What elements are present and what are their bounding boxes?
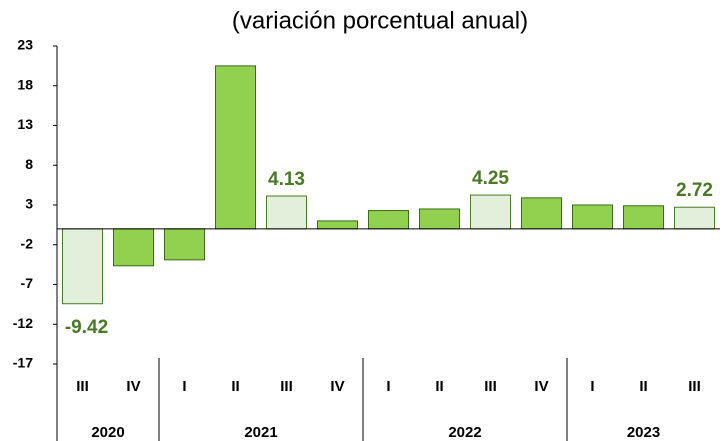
x-tick-label: IV (126, 378, 140, 395)
x-tick-label: II (435, 378, 443, 395)
bar (470, 194, 511, 230)
x-tick-label: IV (534, 378, 548, 395)
y-tick-label: 23 (17, 37, 33, 53)
bar (419, 208, 460, 230)
year-label: 2020 (91, 424, 124, 441)
x-tick-label: II (639, 378, 647, 395)
value-label: 4.25 (472, 168, 509, 189)
y-tick-label: 13 (17, 116, 33, 132)
year-label: 2023 (627, 424, 660, 441)
year-label: 2022 (448, 424, 481, 441)
bar (623, 205, 664, 230)
y-tick-label: 18 (17, 76, 33, 92)
bar (368, 210, 409, 230)
bar (572, 204, 613, 230)
value-label: 4.13 (268, 169, 305, 190)
x-tick-label: III (280, 378, 293, 395)
x-tick-label: I (386, 378, 390, 395)
x-tick-label: III (688, 378, 701, 395)
value-label: -9.42 (65, 317, 108, 338)
bar (521, 197, 562, 230)
bar (317, 220, 358, 230)
bar (215, 65, 256, 230)
year-label: 2021 (244, 424, 277, 441)
y-tick-label: -12 (13, 315, 33, 331)
bar (266, 195, 307, 230)
bar (674, 206, 715, 230)
y-tick-label: -7 (21, 275, 34, 291)
chart-subtitle: (variación porcentual anual) (232, 7, 528, 34)
x-tick-label: I (590, 378, 594, 395)
x-tick-label: III (484, 378, 497, 395)
y-tick-label: -17 (13, 355, 33, 371)
y-tick-label: -2 (21, 235, 34, 251)
value-label: 2.72 (676, 180, 713, 201)
x-tick-label: II (231, 378, 239, 395)
bar (113, 228, 154, 267)
x-tick-label: I (182, 378, 186, 395)
bar (164, 228, 205, 261)
x-tick-label: IV (330, 378, 344, 395)
bar (62, 228, 103, 305)
y-tick-label: 8 (25, 156, 33, 172)
x-tick-label: III (76, 378, 89, 395)
y-tick-label: 3 (25, 196, 33, 212)
